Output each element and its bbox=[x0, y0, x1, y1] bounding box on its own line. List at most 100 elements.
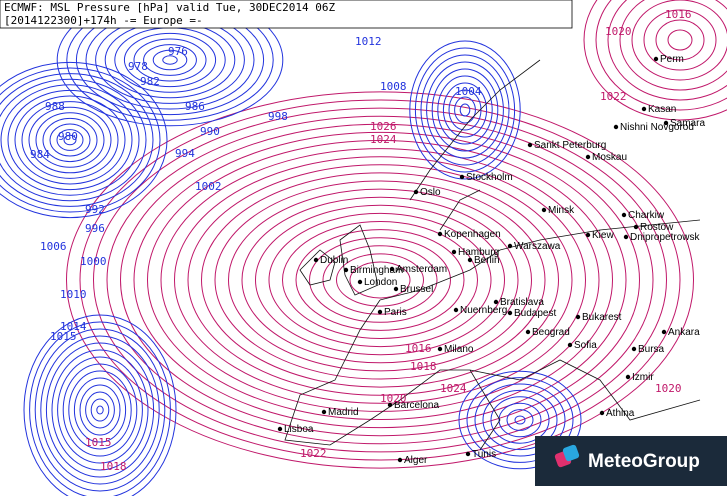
city-label: Stockholm bbox=[466, 172, 513, 183]
isobar bbox=[0, 61, 168, 219]
isobar-label: 1020 bbox=[605, 25, 632, 38]
city-dot bbox=[389, 266, 395, 272]
isobar-label: 992 bbox=[85, 203, 105, 216]
city-dot bbox=[393, 286, 399, 292]
isobar bbox=[14, 95, 126, 185]
isobar bbox=[143, 44, 197, 76]
isobar bbox=[607, 0, 727, 101]
city-label: Athina bbox=[606, 408, 635, 419]
city-dot bbox=[623, 234, 629, 240]
city-dot bbox=[377, 309, 383, 315]
isobar bbox=[96, 405, 104, 415]
isobar-label: 998 bbox=[268, 110, 288, 123]
isobar bbox=[133, 131, 627, 429]
isobar bbox=[133, 38, 207, 82]
city-dot bbox=[507, 243, 513, 249]
isobar bbox=[62, 363, 138, 457]
isobar bbox=[63, 134, 77, 146]
isobar bbox=[426, 61, 504, 159]
city-dot bbox=[465, 451, 471, 457]
isobar bbox=[474, 383, 566, 457]
isobar-label: 1006 bbox=[40, 240, 67, 253]
logo-text: MeteoGroup bbox=[588, 451, 700, 472]
city-label: Birmingham bbox=[350, 265, 403, 276]
isobar bbox=[459, 103, 471, 117]
isobar bbox=[147, 140, 613, 420]
isobar bbox=[228, 188, 532, 372]
isobar-labels: 1012 1008 1004 1000 996 992 988 984 980 976 978 982… bbox=[30, 8, 692, 473]
isobar-label: 978 bbox=[128, 60, 148, 73]
isobar bbox=[0, 84, 140, 196]
city-label: Sankt Peterburg bbox=[534, 140, 606, 151]
isobar bbox=[409, 40, 521, 180]
isobar bbox=[482, 389, 558, 451]
city-dot bbox=[541, 207, 547, 213]
city-label: Alger bbox=[404, 455, 428, 466]
isobar-label: 1012 bbox=[355, 35, 382, 48]
isobar bbox=[448, 89, 482, 131]
isobar bbox=[40, 335, 160, 485]
city-dot bbox=[599, 410, 605, 416]
city-label: Dnipropetrowsk bbox=[630, 232, 700, 243]
city-label: Hamburg bbox=[458, 247, 499, 258]
isobar-label: 1026 bbox=[370, 120, 397, 133]
isobar-label: 1020 bbox=[380, 392, 407, 405]
isobar bbox=[282, 221, 478, 339]
isobar bbox=[454, 96, 476, 124]
city-label: Nishni Novgorod bbox=[620, 122, 694, 133]
city-dot bbox=[631, 346, 637, 352]
isobar bbox=[49, 123, 91, 157]
city-dot bbox=[313, 257, 319, 263]
isobar bbox=[42, 117, 98, 163]
header-subtitle: [2014122300]+174h -= Europe =- bbox=[4, 14, 203, 27]
isobar bbox=[498, 402, 542, 438]
isobar bbox=[655, 19, 705, 61]
city-dot bbox=[585, 232, 591, 238]
isobar bbox=[309, 237, 451, 323]
isobar-label: 1015 bbox=[50, 330, 77, 343]
city-dot bbox=[661, 329, 667, 335]
coastline bbox=[339, 224, 379, 296]
isobar bbox=[79, 384, 121, 436]
isobar bbox=[45, 342, 155, 478]
city-label: Amsterdam bbox=[396, 264, 447, 275]
isobar bbox=[490, 396, 550, 444]
city-label: Samara bbox=[670, 118, 705, 129]
isobar bbox=[514, 415, 526, 425]
city-label: Madrid bbox=[328, 407, 359, 418]
isobar-label: 1022 bbox=[300, 447, 327, 460]
isobar bbox=[0, 78, 147, 202]
isobar-label: 1002 bbox=[195, 180, 222, 193]
isobar-label: 1008 bbox=[380, 80, 407, 93]
city-label: Oslo bbox=[420, 187, 441, 198]
isobar bbox=[0, 73, 154, 207]
city-label: Nuernberg bbox=[460, 305, 507, 316]
isobar bbox=[21, 101, 119, 179]
isobar-label: 1018 bbox=[410, 360, 437, 373]
city-dot bbox=[321, 409, 327, 415]
header-box bbox=[0, 0, 573, 29]
city-label: Perm bbox=[660, 54, 684, 65]
city-label: Bukarest bbox=[582, 312, 622, 323]
isobar bbox=[667, 29, 693, 51]
isobar bbox=[56, 129, 84, 151]
city-dot bbox=[453, 307, 459, 313]
isobar bbox=[29, 321, 171, 496]
isobar bbox=[162, 55, 178, 65]
city-dot bbox=[343, 267, 349, 273]
isobar-label: 984 bbox=[30, 148, 50, 161]
city-label: London bbox=[364, 277, 397, 288]
isobar bbox=[583, 0, 727, 121]
isobar-label: 1018 bbox=[100, 460, 127, 473]
city-label: Dublin bbox=[320, 255, 348, 266]
isobar bbox=[28, 106, 112, 174]
isobar bbox=[66, 0, 274, 121]
city-dot bbox=[525, 329, 531, 335]
isobar-label: 986 bbox=[185, 100, 205, 113]
isobar bbox=[66, 91, 694, 469]
city-label: Kopenhagen bbox=[444, 229, 501, 240]
isobar-label: 1004 bbox=[455, 85, 482, 98]
isobar bbox=[241, 196, 519, 364]
isobar-label: 1024 bbox=[370, 133, 397, 146]
